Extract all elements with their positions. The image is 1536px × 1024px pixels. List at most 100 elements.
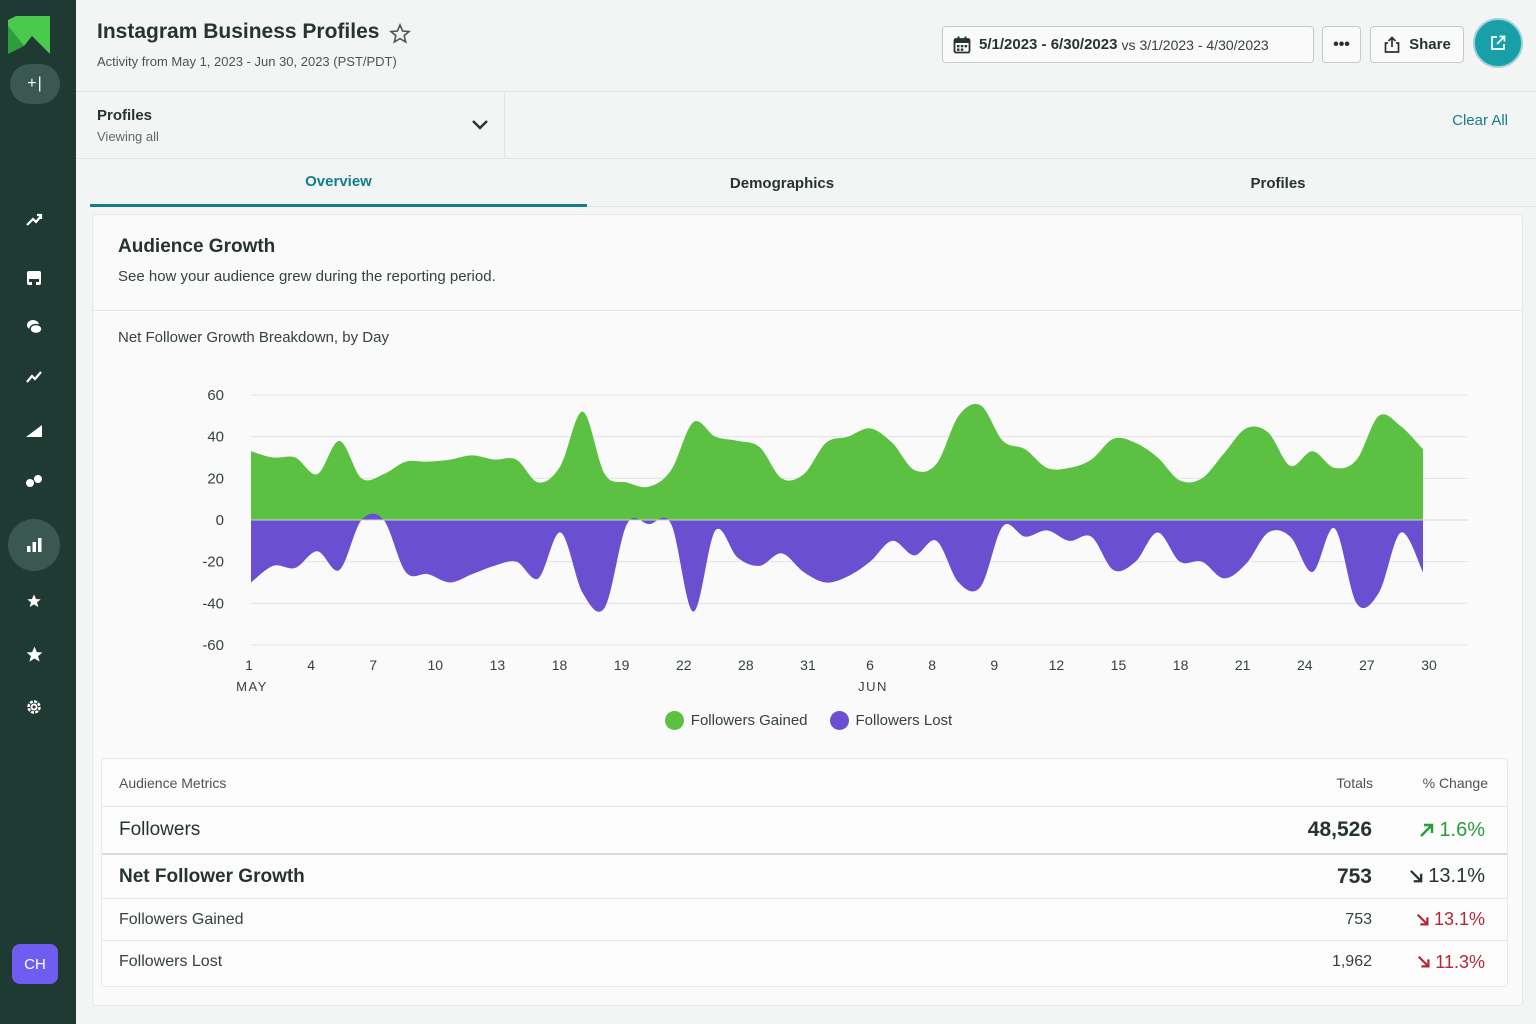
x-tick-label: 12 xyxy=(1049,657,1065,673)
filter-bar: Profiles Viewing all Clear All xyxy=(76,92,1536,159)
legend-dot-gained xyxy=(664,711,684,730)
tab-demographics[interactable]: Demographics xyxy=(729,174,835,192)
metric-change: 13.1% xyxy=(1416,909,1485,930)
sidebar: +| CH xyxy=(0,0,76,1024)
x-tick-label: 27 xyxy=(1359,657,1375,673)
chart-legend: Followers Gained Followers Lost xyxy=(93,711,1524,730)
settings-icon[interactable] xyxy=(14,687,54,727)
y-tick-label: 20 xyxy=(207,470,224,487)
share-label: Share xyxy=(1409,36,1451,53)
table-row: Followers 48,526 1.6% xyxy=(102,807,1507,855)
arrow-down-right-icon xyxy=(1410,870,1423,883)
card-description: See how your audience grew during the re… xyxy=(118,268,496,285)
legend-label-gained: Followers Gained xyxy=(690,712,808,729)
reach-icon[interactable] xyxy=(14,410,54,450)
page-header: Instagram Business Profiles Activity fro… xyxy=(76,0,1536,92)
y-tick-label: 40 xyxy=(207,429,224,446)
tab-profiles[interactable]: Profiles xyxy=(1250,174,1306,192)
profiles-filter-value: Viewing all xyxy=(97,129,159,144)
metric-change-value: 11.3% xyxy=(1435,951,1485,972)
table-header-row: Audience Metrics Totals % Change xyxy=(102,759,1507,807)
x-tick-label: 22 xyxy=(676,657,692,673)
x-tick-label: 15 xyxy=(1111,657,1127,673)
sprout-logo-icon[interactable] xyxy=(8,16,50,54)
tab-overview[interactable]: Overview xyxy=(90,159,587,207)
compose-button[interactable]: +| xyxy=(10,64,60,104)
x-tick-label: 18 xyxy=(552,657,568,673)
date-range-vs: vs xyxy=(1121,36,1136,53)
page-title: Instagram Business Profiles xyxy=(97,20,380,43)
x-tick-label: 6 xyxy=(866,657,874,673)
net-follower-growth-chart: 60 40 20 0 -20 -40 -60 1 4 7 10 13 18 19 22 28 31 6 8 9 12 15… xyxy=(202,387,1467,694)
trend-arrow-icon[interactable] xyxy=(14,200,54,240)
legend-item-lost[interactable]: Followers Lost xyxy=(829,711,953,730)
x-tick-label: 24 xyxy=(1297,657,1313,673)
metric-total: 753 xyxy=(1345,910,1372,928)
followers-lost-area[interactable] xyxy=(251,513,1423,612)
legend-item-gained[interactable]: Followers Gained xyxy=(664,711,808,730)
report-tabs: Overview Demographics Profiles xyxy=(90,159,1536,207)
arrow-up-right-icon xyxy=(1420,823,1434,837)
inbox-icon[interactable] xyxy=(14,258,54,298)
y-tick-label: -60 xyxy=(202,637,224,654)
metric-total: 1,962 xyxy=(1331,953,1372,970)
x-tick-label: 28 xyxy=(738,657,754,673)
date-range-button[interactable]: 5/1/2023 - 6/30/2023 vs 3/1/2023 - 4/30/… xyxy=(942,26,1314,63)
table-row: Net Follower Growth 753 13.1% xyxy=(102,855,1507,899)
listening-icon[interactable] xyxy=(14,357,54,397)
x-tick-label: 9 xyxy=(990,657,998,673)
card-title: Audience Growth xyxy=(118,236,276,257)
metric-label: Followers Lost xyxy=(119,953,223,970)
external-link-icon xyxy=(1491,35,1506,50)
legend-label-lost: Followers Lost xyxy=(855,712,953,729)
table-row: Followers Gained 753 13.1% xyxy=(102,899,1507,941)
x-tick-label: 1 xyxy=(245,657,253,673)
open-external-button[interactable] xyxy=(1473,18,1523,68)
reports-icon[interactable] xyxy=(8,519,60,571)
metric-change: 1.6% xyxy=(1419,819,1485,842)
favorites-icon[interactable] xyxy=(14,634,54,674)
metric-change-value: 13.1% xyxy=(1428,865,1485,887)
x-tick-label: 7 xyxy=(369,657,377,673)
y-tick-label: -20 xyxy=(202,554,224,571)
x-tick-label: 10 xyxy=(428,657,444,673)
arrow-down-right-icon xyxy=(1416,913,1429,926)
chevron-down-icon[interactable] xyxy=(468,112,492,136)
favorite-star-icon[interactable] xyxy=(388,22,412,46)
followers-gained-area[interactable] xyxy=(251,403,1423,520)
table-row: Followers Lost 1,962 11.3% xyxy=(102,941,1507,983)
page-subtitle: Activity from May 1, 2023 - Jun 30, 2023… xyxy=(97,54,397,69)
x-tick-label: 19 xyxy=(614,657,630,673)
clear-all-link[interactable]: Clear All xyxy=(1452,112,1508,129)
audience-growth-card: Audience Growth See how your audience gr… xyxy=(92,214,1523,1006)
messages-icon[interactable] xyxy=(14,307,54,347)
table-header-totals: Totals xyxy=(1336,774,1373,791)
more-options-button[interactable]: ••• xyxy=(1322,26,1361,63)
audience-metrics-table: Audience Metrics Totals % Change Followe… xyxy=(101,758,1508,987)
metric-label: Followers xyxy=(119,819,201,840)
metric-change: 13.1% xyxy=(1409,865,1485,888)
metric-change-value: 13.1% xyxy=(1433,909,1485,929)
table-header-change: % Change xyxy=(1422,774,1488,791)
share-button[interactable]: Share xyxy=(1370,26,1464,63)
y-tick-label: 0 xyxy=(216,512,224,529)
x-tick-label: 30 xyxy=(1421,657,1437,673)
metric-change: 11.3% xyxy=(1417,952,1485,973)
calendar-icon xyxy=(953,36,971,53)
reviews-icon[interactable] xyxy=(14,581,54,621)
metric-label: Followers Gained xyxy=(119,910,244,928)
x-tick-label: 31 xyxy=(800,657,816,673)
campaigns-icon[interactable] xyxy=(14,461,54,501)
date-range-primary: 5/1/2023 - 6/30/2023 xyxy=(979,36,1118,53)
metric-total: 48,526 xyxy=(1307,818,1372,841)
x-tick-label: 13 xyxy=(490,657,506,673)
x-tick-label: 18 xyxy=(1173,657,1189,673)
month-label: MAY xyxy=(236,679,268,694)
metric-change-value: 1.6% xyxy=(1439,818,1485,841)
profiles-filter-dropdown[interactable]: Profiles Viewing all xyxy=(76,92,505,159)
table-header-label: Audience Metrics xyxy=(119,774,227,791)
month-label: JUN xyxy=(858,679,888,694)
legend-dot-lost xyxy=(829,711,849,730)
user-avatar[interactable]: CH xyxy=(12,944,58,984)
profiles-filter-label: Profiles xyxy=(97,107,153,124)
